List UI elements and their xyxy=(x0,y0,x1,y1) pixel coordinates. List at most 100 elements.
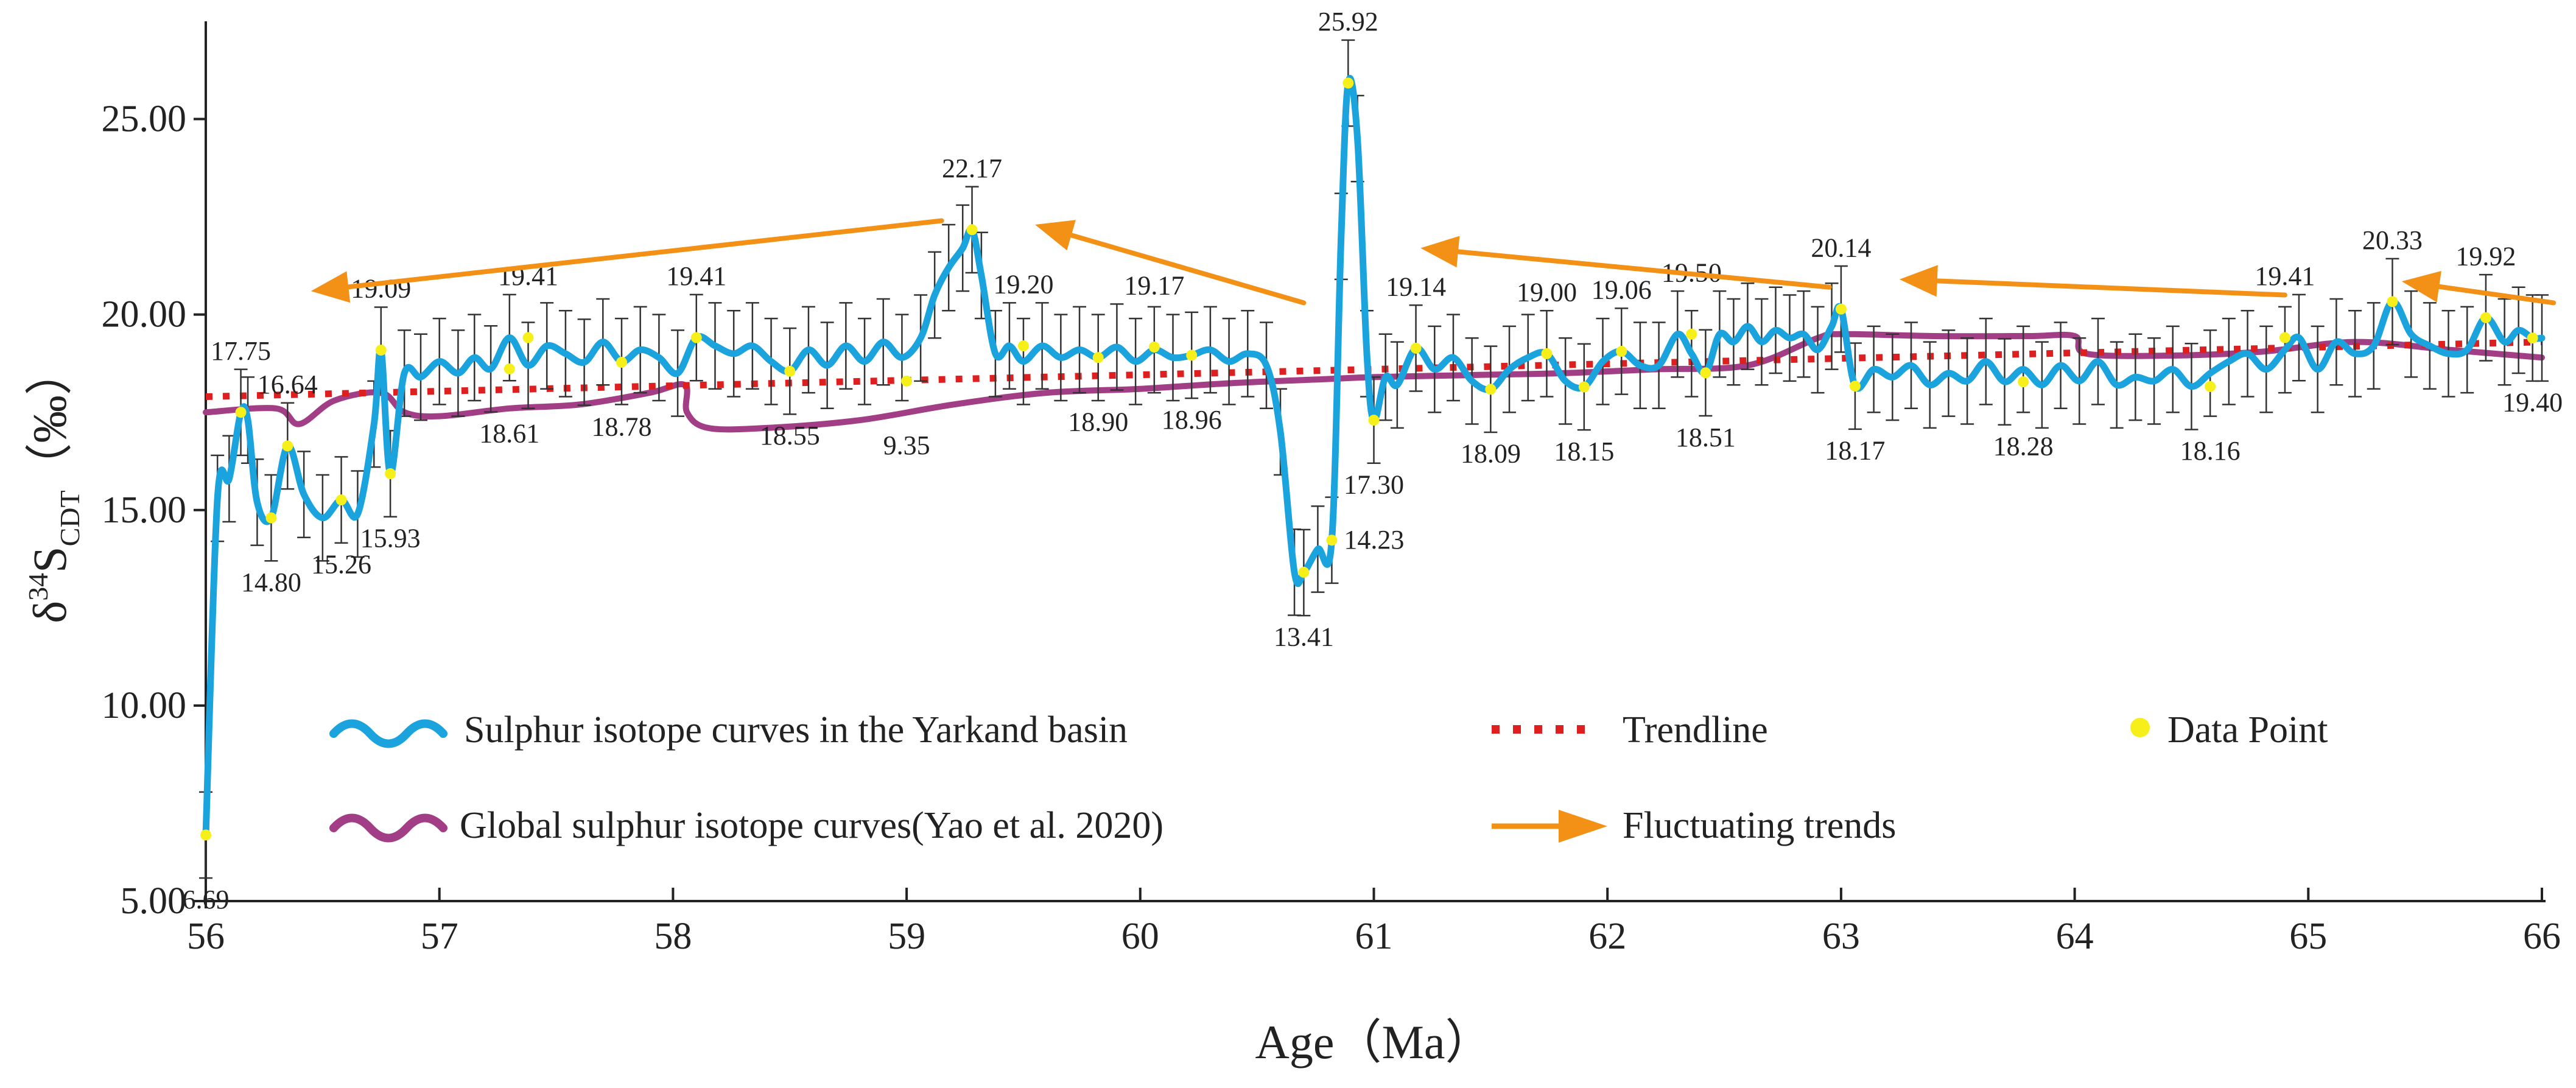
data-point xyxy=(1342,77,1354,89)
data-label: 9.35 xyxy=(883,430,930,460)
x-tick-label: 63 xyxy=(1822,916,1860,957)
data-label: 18.17 xyxy=(1825,436,1885,466)
x-tick-label: 58 xyxy=(654,916,692,957)
trend-arrow-head xyxy=(311,271,351,303)
data-point xyxy=(784,365,796,377)
data-point xyxy=(616,357,627,368)
data-point xyxy=(1410,342,1422,354)
y-axis-title-part: 34 xyxy=(23,573,54,601)
legend: Sulphur isotope curves in the Yarkand ba… xyxy=(329,709,2328,846)
data-label: 18.51 xyxy=(1676,423,1736,452)
data-label: 20.14 xyxy=(1811,233,1871,262)
data-point xyxy=(335,494,347,506)
trend-arrow-head xyxy=(2401,271,2441,303)
y-tick-label: 25.00 xyxy=(102,99,187,140)
data-label: 19.06 xyxy=(1592,275,1652,305)
x-tick-label: 65 xyxy=(2289,916,2327,957)
legend-swatch-global xyxy=(329,813,447,843)
data-point xyxy=(504,363,515,374)
yarkand-sulphur-curve xyxy=(202,75,2546,838)
data-point xyxy=(265,512,277,524)
data-label: 18.90 xyxy=(1068,407,1128,437)
data-label: 16.64 xyxy=(258,370,318,399)
data-point xyxy=(1298,566,1310,578)
data-point xyxy=(690,332,702,343)
data-point xyxy=(2480,312,2491,323)
data-point xyxy=(200,829,211,841)
x-axis-title: Age（Ma） xyxy=(1255,1016,1493,1069)
data-point xyxy=(1835,303,1847,315)
data-label: 20.33 xyxy=(2362,225,2423,255)
data-point xyxy=(2387,296,2398,307)
data-label: 18.96 xyxy=(1162,405,1222,435)
error-bars xyxy=(199,39,2549,879)
axes: 5.00 10.00 15.00 20.00 25.00 56 57 58 59 60 61 62 63… xyxy=(23,21,2561,1069)
y-tick-label: 5.00 xyxy=(121,880,187,922)
y-tick-label: 20.00 xyxy=(102,294,187,335)
data-point xyxy=(2205,381,2216,392)
data-point xyxy=(1485,384,1497,395)
data-label: 19.41 xyxy=(2255,261,2315,291)
data-label: 22.17 xyxy=(942,153,1002,183)
x-tick-label: 66 xyxy=(2523,916,2561,957)
data-point xyxy=(2527,332,2538,344)
legend-swatch-points xyxy=(2130,718,2150,737)
data-label: 17.75 xyxy=(211,336,271,366)
data-label: 18.16 xyxy=(2180,436,2241,466)
data-label: 13.41 xyxy=(1274,622,1334,651)
yarkand-curve-layer xyxy=(202,75,2546,838)
trend-arrow-shaft xyxy=(1455,249,1832,290)
data-point xyxy=(1700,367,1711,379)
data-label: 19.40 xyxy=(2502,388,2563,418)
data-label: 19.92 xyxy=(2455,241,2516,271)
data-point xyxy=(2018,376,2029,388)
data-point xyxy=(1017,340,1029,352)
data-label: 18.78 xyxy=(591,412,651,441)
data-point xyxy=(1092,352,1104,363)
y-axis-title-part: S xyxy=(23,546,76,572)
data-point xyxy=(2279,332,2290,343)
legend-swatch-yarkand xyxy=(329,719,447,748)
data-label: 14.80 xyxy=(241,567,301,597)
trendline xyxy=(205,339,2543,401)
trend-arrow-shaft xyxy=(1934,278,2287,298)
data-label: 18.15 xyxy=(1554,437,1614,466)
data-point xyxy=(385,468,396,480)
data-point xyxy=(282,440,293,452)
data-label: 25.92 xyxy=(1318,7,1378,37)
data-point xyxy=(235,407,247,418)
y-tick-label: 10.00 xyxy=(102,685,187,726)
x-tick-label: 57 xyxy=(421,916,458,957)
data-point xyxy=(375,345,387,356)
data-point xyxy=(1148,341,1160,353)
data-point xyxy=(1849,381,1861,392)
trend-arrows xyxy=(311,218,2557,306)
y-axis-title-part: CDT xyxy=(54,490,85,546)
trend-arrow-shaft xyxy=(346,218,944,290)
x-tick-label: 59 xyxy=(888,916,925,957)
trend-arrow-head xyxy=(1899,265,1938,297)
legend-swatch-arrow-head xyxy=(1559,810,1607,843)
legend-label-arrows: Fluctuating trends xyxy=(1623,805,1896,846)
x-tick-label: 62 xyxy=(1588,916,1626,957)
data-label: 19.20 xyxy=(993,270,1053,300)
trend-arrow-head xyxy=(1420,236,1460,268)
data-point xyxy=(966,224,978,236)
legend-label-yarkand: Sulphur isotope curves in the Yarkand ba… xyxy=(464,709,1128,751)
trend-arrow-shaft xyxy=(1069,233,1307,306)
data-points xyxy=(200,77,2538,841)
data-point xyxy=(1578,381,1590,393)
legend-label-global: Global sulphur isotope curves(Yao et al.… xyxy=(460,805,1163,846)
data-point xyxy=(1186,349,1198,361)
data-point xyxy=(1686,328,1697,340)
data-label: 18.55 xyxy=(760,421,820,451)
data-label: 19.14 xyxy=(1386,272,1446,301)
data-point xyxy=(1368,415,1380,426)
data-point xyxy=(1616,346,1627,357)
trend-arrow-head xyxy=(1035,220,1076,251)
data-label: 15.26 xyxy=(311,549,371,579)
y-axis-title-part: （‰） xyxy=(23,348,76,490)
data-label: 19.17 xyxy=(1124,271,1184,301)
